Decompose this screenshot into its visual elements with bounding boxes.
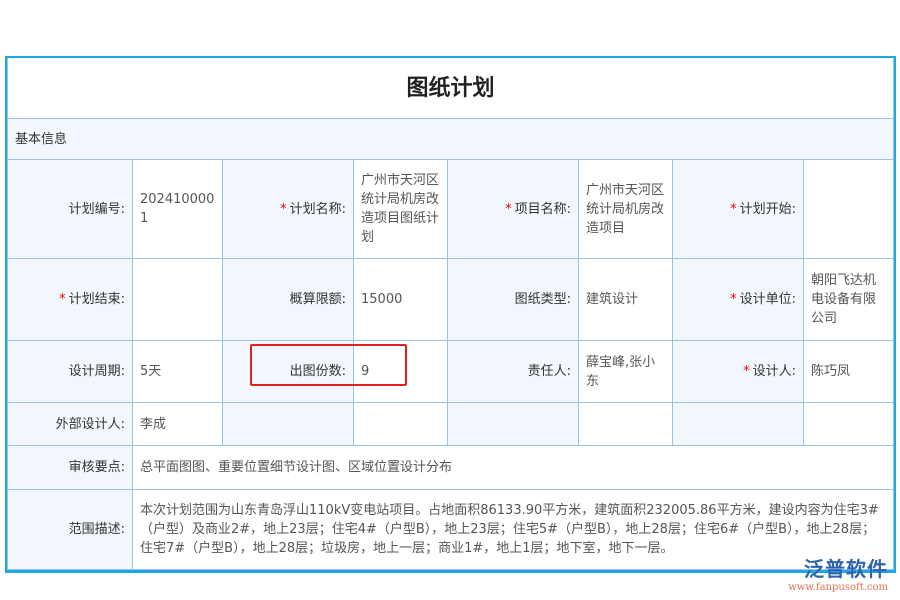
- required-icon: *: [280, 201, 287, 217]
- design-unit-label: * 设计单位:: [672, 258, 804, 341]
- scope-label: 范围描述:: [7, 489, 133, 570]
- label-text: 计划结束:: [68, 292, 125, 307]
- plan-end-value[interactable]: [132, 258, 223, 341]
- empty-cell: [222, 402, 354, 446]
- label-text: 设计单位:: [739, 292, 796, 307]
- drawing-plan-form: 图纸计划 基本信息 计划编号: 2024100001 * 计划名称: 广州市天河区…: [5, 56, 896, 573]
- label-text: 计划名称:: [289, 201, 346, 217]
- copies-label: 出图份数:: [222, 340, 354, 403]
- project-name-label: * 项目名称:: [447, 159, 579, 259]
- plan-start-label: * 计划开始:: [672, 159, 804, 259]
- fanpu-logo: 泛普软件 www.fanpusoft.com: [788, 553, 888, 593]
- responsible-label: 责任人:: [447, 340, 579, 403]
- responsible-value[interactable]: 薛宝峰,张小东: [578, 340, 673, 403]
- design-unit-value[interactable]: 朝阳飞达机电设备有限公司: [803, 258, 894, 341]
- plan-name-value[interactable]: 广州市天河区统计局机房改造项目图纸计划: [353, 159, 448, 259]
- required-icon: *: [59, 292, 66, 307]
- drawing-type-value[interactable]: 建筑设计: [578, 258, 673, 341]
- empty-cell: [447, 402, 579, 446]
- plan-start-value[interactable]: [803, 159, 894, 259]
- empty-cell: [353, 402, 448, 446]
- design-period-label: 设计周期:: [7, 340, 133, 403]
- designer-value[interactable]: 陈巧凤: [803, 340, 894, 403]
- plan-no-value[interactable]: 2024100001: [132, 159, 223, 259]
- logo-name: 泛普软件: [804, 557, 888, 581]
- design-period-value[interactable]: 5天: [132, 340, 223, 403]
- section-basic-info: 基本信息: [7, 118, 894, 160]
- budget-label: 概算限额:: [222, 258, 354, 341]
- plan-end-label: * 计划结束:: [7, 258, 133, 341]
- empty-cell: [578, 402, 673, 446]
- budget-value[interactable]: 15000: [353, 258, 448, 341]
- required-icon: *: [730, 292, 737, 307]
- label-text: 计划开始:: [739, 201, 796, 217]
- empty-cell: [803, 402, 894, 446]
- required-icon: *: [730, 201, 737, 217]
- external-designer-label: 外部设计人:: [7, 402, 133, 446]
- scope-value[interactable]: 本次计划范围为山东青岛浮山110kV变电站项目。占地面积86133.90平方米，…: [132, 489, 894, 570]
- required-icon: *: [505, 201, 512, 217]
- required-icon: *: [743, 364, 750, 379]
- page-title: 图纸计划: [7, 58, 894, 119]
- designer-label: * 设计人:: [672, 340, 804, 403]
- drawing-type-label: 图纸类型:: [447, 258, 579, 341]
- logo-url: www.fanpusoft.com: [788, 582, 888, 593]
- label-text: 设计人:: [752, 364, 796, 379]
- plan-name-label: * 计划名称:: [222, 159, 354, 259]
- review-points-label: 审核要点:: [7, 445, 133, 490]
- highlight-box: [250, 344, 407, 386]
- plan-no-label: 计划编号:: [7, 159, 133, 259]
- external-designer-value[interactable]: 李成: [132, 402, 223, 446]
- project-name-value[interactable]: 广州市天河区统计局机房改造项目: [578, 159, 673, 259]
- review-points-value[interactable]: 总平面图图、重要位置细节设计图、区域位置设计分布: [132, 445, 894, 490]
- label-text: 项目名称:: [514, 201, 571, 217]
- empty-cell: [672, 402, 804, 446]
